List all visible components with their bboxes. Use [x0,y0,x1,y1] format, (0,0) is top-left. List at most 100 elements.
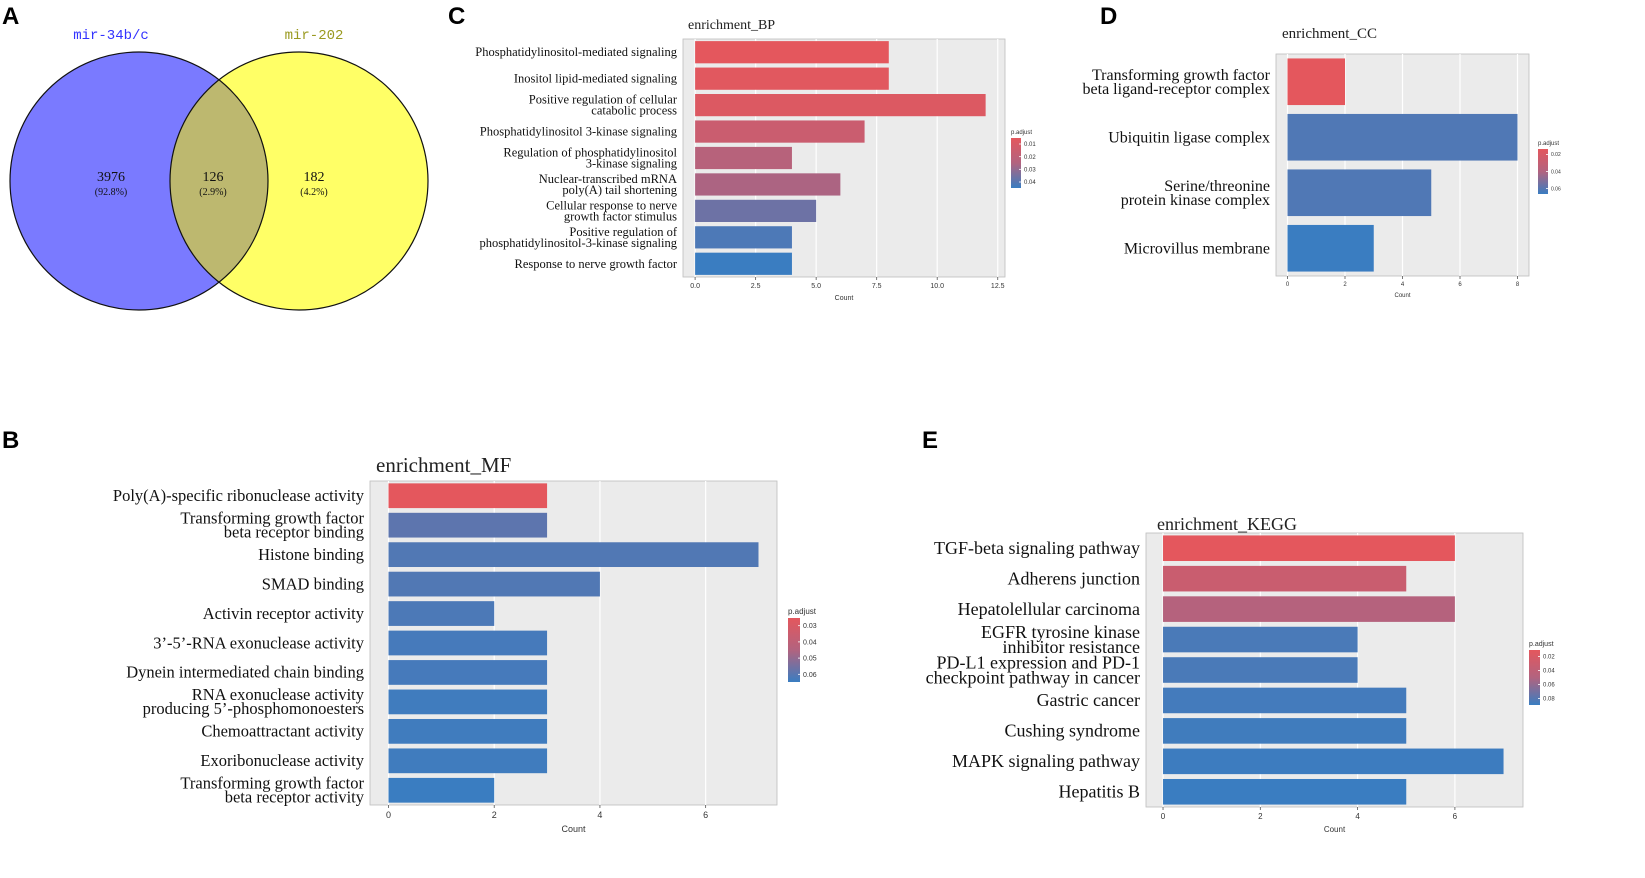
chart-bp-category-label-5: Nuclear-transcribed mRNA poly(A) tail sho… [539,172,678,197]
chart-mf-category-label-2: Histone binding [258,545,364,564]
chart-bp-legend-label-3: 0.04 [1024,180,1036,186]
chart-cc-legend-title: p.adjust [1538,141,1559,147]
chart-cc-category-label-1: Ubiquitin ligase complex [1108,129,1270,146]
chart-kegg-legend-label-2: 0.06 [1543,683,1555,689]
chart-bp-category-label-1: Inositol lipid-mediated signaling [514,72,678,86]
chart-mf-category-label-10: Transforming growth factor beta receptor … [180,774,364,807]
chart-mf-bar-2 [388,542,759,568]
chart-mf-category-label-7: RNA exonuclease activity producing 5’-pho… [143,685,365,718]
chart-bp-xtick-label-3: 7.5 [872,283,882,290]
chart-mf-legend-label-1: 0.04 [803,639,817,646]
chart-bp-legend-label-2: 0.03 [1024,167,1036,173]
chart-kegg-bar-8 [1163,778,1407,805]
chart-kegg-category-label-1: Adherens junction [1008,568,1140,588]
chart-bp-bar-4 [695,146,792,170]
venn-set-b-pct: (4.2%) [300,187,328,198]
chart-kegg-xtick-label-2: 4 [1355,812,1360,821]
chart-bp-xtick-label-2: 5.0 [811,283,821,290]
chart-cc-xtick-label-2: 4 [1401,282,1405,288]
chart-cc-category-label-0: Transforming growth factor beta ligand-re… [1083,67,1271,98]
chart-kegg-xtick-label-1: 2 [1258,812,1263,821]
chart-kegg-legend-label-0: 0.02 [1543,655,1555,661]
chart-cc-xtick-label-4: 8 [1516,282,1520,288]
chart-kegg-legend-label-1: 0.04 [1543,669,1555,675]
venn-set-a-pct: (92.8%) [95,187,128,198]
chart-mf: enrichment_MF Poly(A)-specific ribonuclea… [113,453,817,834]
venn-overlap-region [169,79,269,283]
chart-mf-xtick-label-3: 6 [703,810,708,820]
panel-label-b: B [2,427,19,454]
panel-label-d: D [1100,3,1117,30]
chart-kegg-legend-title: p.adjust [1529,641,1554,648]
chart-bp-category-label-6: Cellular response to nerve growth factor … [546,198,677,223]
chart-bp-bar-2 [695,94,986,117]
chart-kegg-legend-label-3: 0.08 [1543,697,1555,703]
chart-bp-xtick-label-1: 2.5 [751,283,761,290]
chart-kegg-xlabel: Count [1324,825,1346,834]
chart-cc-xtick-label-3: 6 [1458,282,1462,288]
chart-mf-legend-label-3: 0.06 [803,672,817,679]
chart-mf-legend-title: p.adjust [788,607,817,616]
chart-bp-title: enrichment_BP [688,18,775,33]
chart-bp-bar-6 [695,199,817,222]
chart-kegg-title: enrichment_KEGG [1157,514,1297,534]
chart-cc-category-label-3: Microvillus membrane [1124,240,1270,257]
chart-mf-legend-label-0: 0.03 [803,623,817,630]
chart-mf-category-label-4: Activin receptor activity [203,604,365,623]
chart-mf-title: enrichment_MF [376,453,511,477]
chart-cc-legend-colorbar [1538,149,1548,194]
chart-cc-bar-2 [1287,169,1432,217]
chart-kegg-category-label-7: MAPK signaling pathway [952,751,1140,771]
chart-mf-legend-label-2: 0.05 [803,656,817,663]
chart-bp-category-label-3: Phosphatidylinositol 3-kinase signaling [480,125,678,139]
chart-kegg-bar-3 [1163,626,1358,653]
chart-cc-bar-3 [1287,224,1374,272]
chart-bp-bar-7 [695,226,792,249]
chart-mf-bar-8 [388,718,548,744]
chart-cc-legend-label-2: 0.06 [1551,186,1561,192]
chart-mf-bar-4 [388,601,495,626]
chart-kegg-bar-4 [1163,657,1358,683]
chart-mf-bar-10 [388,777,495,803]
chart-kegg-category-label-2: Hepatolellular carcinoma [958,599,1140,619]
chart-bp-bar-0 [695,41,889,64]
chart-bp-legend-label-1: 0.02 [1024,155,1036,161]
chart-kegg-category-label-8: Hepatitis B [1059,782,1141,802]
chart-mf-category-label-3: SMAD binding [262,574,364,593]
chart-mf-bar-3 [388,571,600,597]
chart-mf-bar-5 [388,630,548,656]
venn-set-b-count: 182 [304,170,325,185]
chart-mf-category-label-9: Exoribonuclease activity [200,751,364,770]
chart-kegg-bar-1 [1163,565,1407,592]
chart-kegg-bar-5 [1163,687,1407,714]
chart-cc-title: enrichment_CC [1282,26,1377,42]
chart-mf-bar-6 [388,660,548,685]
chart-mf-xtick-label-2: 4 [597,810,602,820]
venn-diagram: mir-34b/c mir-202 3976 (92.8%) 126 (2.9%… [9,28,429,311]
chart-kegg-category-label-0: TGF-beta signaling pathway [934,538,1140,558]
chart-cc-category-label-2: Serine/threonine protein kinase complex [1121,178,1270,209]
chart-kegg-xtick-label-3: 6 [1453,812,1458,821]
chart-bp-bar-5 [695,173,841,196]
chart-bp-xtick-label-0: 0.0 [690,283,700,290]
chart-bp-legend-label-0: 0.01 [1024,142,1036,148]
chart-bp-category-label-4: Regulation of phosphatidylinositol 3-kina… [503,146,677,171]
chart-kegg-bar-6 [1163,718,1407,744]
chart-kegg: enrichment_KEGG TGF-beta signaling pathwa… [926,514,1556,834]
chart-bp-xlabel: Count [835,295,854,302]
chart-kegg-category-label-6: Cushing syndrome [1004,721,1140,741]
chart-mf-category-label-8: Chemoattractant activity [201,722,364,741]
chart-kegg-category-label-3: EGFR tyrosine kinase inhibitor resistance [981,622,1140,657]
chart-kegg-category-label-4: PD-L1 expression and PD-1 checkpoint path… [926,652,1140,687]
panel-label-c: C [448,3,465,30]
chart-mf-bar-7 [388,689,548,715]
chart-mf-xlabel: Count [561,824,586,834]
chart-bp-xtick-label-5: 12.5 [991,283,1005,290]
chart-mf-bar-1 [388,512,548,538]
chart-kegg-bar-7 [1163,748,1504,775]
venn-set-a-count: 3976 [97,170,125,185]
chart-bp-category-label-8: Response to nerve growth factor [515,257,678,271]
chart-bp-category-label-7: Positive regulation of phosphatidylinosit… [479,225,677,250]
enrichment-charts: enrichment_BP Phosphatidylinositol-mediat… [113,18,1561,834]
